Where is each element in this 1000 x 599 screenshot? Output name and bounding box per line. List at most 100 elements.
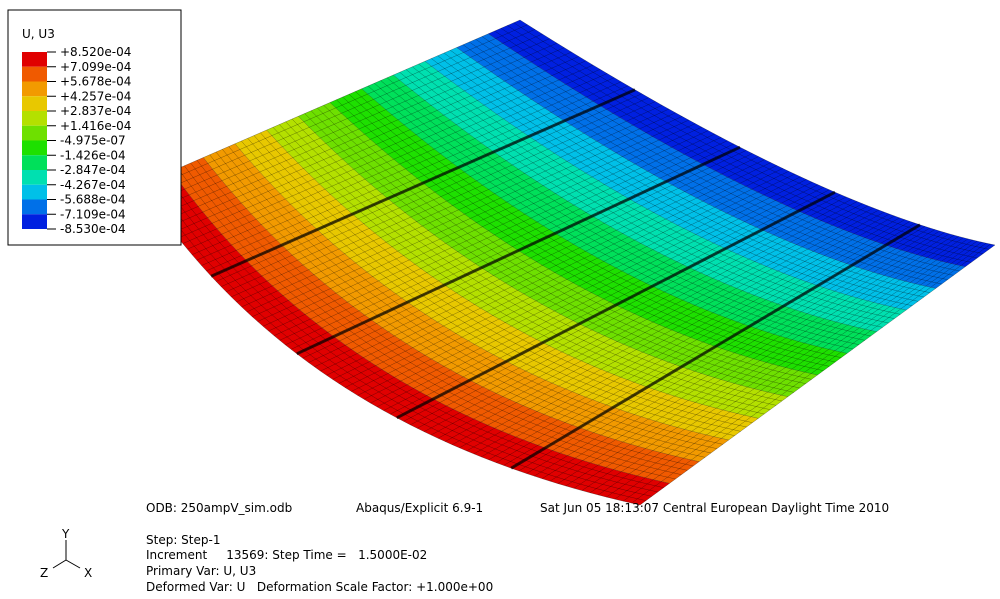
triad-axis [52,559,67,569]
mesh-line [456,47,936,289]
mesh-line [296,145,741,356]
mesh-line [510,223,921,470]
legend-label: -1.426e-04 [60,148,126,162]
contour-band [393,61,907,332]
legend-label: +4.257e-04 [60,89,131,103]
deformed-mesh [139,19,996,506]
mesh-line [226,101,656,293]
mesh-line [196,77,615,261]
mesh-line [589,238,969,494]
mesh-line [209,154,706,458]
contour-band [456,33,966,289]
mesh-line [581,237,964,491]
mesh-line [437,55,919,302]
mesh-line [519,19,996,246]
mesh-line [148,29,536,198]
triad-x: X [84,566,92,580]
legend-swatch [22,81,47,97]
mesh-line [332,165,777,380]
mesh-line [573,236,959,489]
mesh-line [399,72,883,328]
mesh-line [241,140,735,436]
mesh-line [260,132,753,423]
legend-swatch [22,155,47,170]
legend-swatch [22,52,47,67]
mesh-line [191,73,608,255]
mesh-line [412,66,895,319]
mesh-line [257,123,696,322]
mesh-line [266,129,759,419]
mesh-line [234,143,729,441]
primary-var: Primary Var: U, U3 [146,564,256,578]
mesh-line [329,102,818,376]
mesh-line [495,221,911,463]
legend-label: +8.520e-04 [60,45,131,59]
mesh-line [317,107,806,384]
mesh-line [444,207,874,442]
contour-band [140,171,670,505]
mesh-line [513,22,990,250]
legend-swatch [22,66,47,82]
mesh-line [320,159,765,372]
mesh-line [355,91,842,358]
mesh-line [184,165,682,475]
mesh-line [152,179,652,497]
mesh-line [342,96,830,367]
mesh-line [187,69,601,250]
mesh-line [534,229,935,477]
mesh-line [310,110,800,389]
mesh-line [370,181,813,404]
mesh-line [326,162,771,376]
mesh-line [565,234,955,487]
mesh-line [361,88,848,354]
mesh-line [606,240,978,498]
mesh-line [374,83,859,345]
mesh-line [450,50,930,293]
contour-band [171,157,700,484]
mesh-line [357,176,801,396]
mesh-line [473,215,895,455]
step: Step: Step-1 [146,533,220,547]
mesh-line [314,156,759,368]
mesh-line [268,130,709,332]
legend-label: -2.847e-04 [60,163,126,177]
mesh-line [393,74,877,332]
legend-label: -5.688e-04 [60,193,126,207]
mesh-line [182,64,594,244]
mesh-line [475,39,954,276]
contour-band [425,47,936,310]
mesh-line [488,219,905,461]
mesh-line [503,222,916,466]
mesh-line [139,19,521,186]
mesh-line [222,149,717,449]
mesh-line [344,171,789,388]
mesh-line [481,217,900,458]
mesh-line [494,30,972,263]
mesh-line [152,33,543,204]
mesh-line [631,243,991,504]
mesh-line [424,61,907,311]
mesh-line [262,126,702,327]
contour-band [203,143,729,462]
mesh-line [291,118,783,402]
mesh-line [363,179,807,400]
mesh-line [390,189,830,415]
mesh-line [203,157,700,462]
mesh-line [466,213,890,452]
mesh-line [431,58,913,306]
mesh-line [196,160,694,467]
mesh-line [190,162,688,471]
mesh-line [452,209,879,445]
mesh-line [507,25,984,254]
legend-swatch [22,140,47,156]
mesh-line [253,135,747,428]
date: Sat Jun 05 18:13:07 Central European Day… [540,501,889,515]
legend-swatch [22,111,47,126]
mesh-line [177,168,676,480]
legend-swatch [22,199,47,215]
mesh-line [614,241,982,500]
contour-band [298,102,818,397]
triad-axis [65,559,81,569]
mesh-line [216,93,642,282]
contour-band [330,88,848,375]
